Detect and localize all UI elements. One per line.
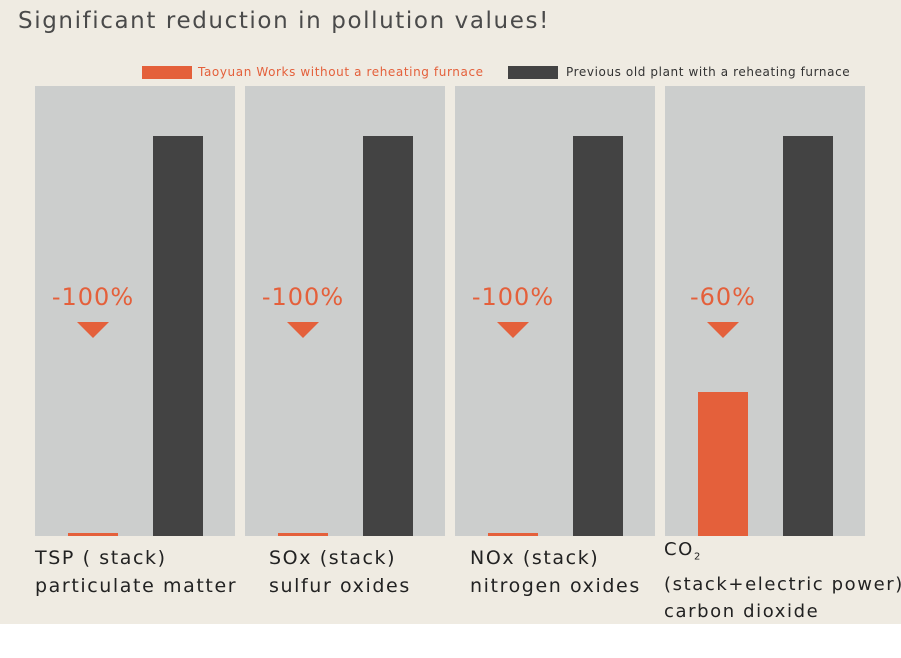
category-label-nox: NOx (stack) nitrogen oxides bbox=[470, 544, 641, 600]
down-arrow-icon bbox=[287, 322, 319, 338]
co2-subscript: 2 bbox=[693, 551, 702, 563]
legend-label-taoyuan: Taoyuan Works without a reheating furnac… bbox=[198, 65, 484, 79]
bar-previous-0 bbox=[153, 136, 203, 536]
category-label-tsp-line1: TSP ( stack) bbox=[35, 547, 167, 569]
bar-taoyuan-1 bbox=[278, 533, 328, 536]
legend-label-previous: Previous old plant with a reheating furn… bbox=[566, 65, 851, 79]
category-label-tsp-line2: particulate matter bbox=[35, 575, 238, 597]
down-arrow-icon bbox=[707, 322, 739, 338]
legend-swatch-previous bbox=[508, 66, 558, 79]
down-arrow-icon bbox=[77, 322, 109, 338]
panel-2 bbox=[455, 86, 655, 536]
bar-taoyuan-2 bbox=[488, 533, 538, 536]
co2-formula: CO bbox=[664, 539, 694, 560]
category-label-co2: CO2 (stack+electric power) carbon dioxid… bbox=[664, 536, 901, 625]
bar-previous-1 bbox=[363, 136, 413, 536]
bar-previous-2 bbox=[573, 136, 623, 536]
bar-chart: -100% -100% -100% -60% bbox=[35, 86, 865, 536]
reduction-label-2: -100% bbox=[472, 283, 554, 311]
category-label-sox-line2: sulfur oxides bbox=[269, 575, 411, 597]
category-label-nox-line1: NOx (stack) bbox=[470, 547, 600, 569]
bar-taoyuan-0 bbox=[68, 533, 118, 536]
reduction-label-1: -100% bbox=[262, 283, 344, 311]
category-label-co2-line2: (stack+electric power) bbox=[664, 573, 901, 595]
reduction-label-0: -100% bbox=[52, 283, 134, 311]
category-label-sox: SOx (stack) sulfur oxides bbox=[269, 544, 411, 600]
bar-previous-3 bbox=[783, 136, 833, 536]
panel-3 bbox=[665, 86, 865, 536]
panel-1 bbox=[245, 86, 445, 536]
category-label-co2-line1: CO2 bbox=[664, 536, 901, 571]
reduction-label-3: -60% bbox=[690, 283, 756, 311]
panel-0 bbox=[35, 86, 235, 536]
category-label-co2-line3: carbon dioxide bbox=[664, 600, 820, 622]
category-label-sox-line1: SOx (stack) bbox=[269, 547, 397, 569]
legend-swatch-taoyuan bbox=[142, 66, 192, 79]
chart-title: Significant reduction in pollution value… bbox=[18, 8, 550, 34]
down-arrow-icon bbox=[497, 322, 529, 338]
category-label-tsp: TSP ( stack) particulate matter bbox=[35, 544, 237, 600]
category-label-nox-line2: nitrogen oxides bbox=[470, 575, 641, 597]
bar-taoyuan-3 bbox=[698, 392, 748, 536]
